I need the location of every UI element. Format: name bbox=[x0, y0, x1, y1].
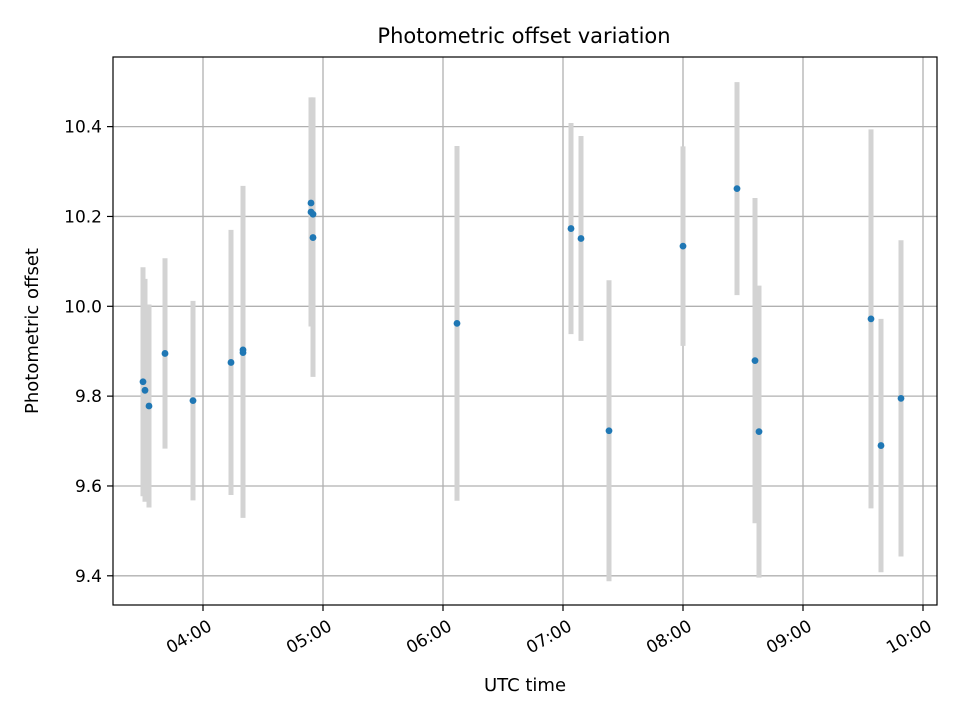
x-axis-label: UTC time bbox=[484, 675, 566, 696]
data-point bbox=[679, 242, 687, 250]
data-point bbox=[141, 386, 149, 394]
data-point bbox=[453, 319, 461, 327]
data-point bbox=[189, 397, 197, 405]
y-tick-label: 9.6 bbox=[75, 477, 102, 497]
grid bbox=[113, 57, 937, 605]
data-point bbox=[161, 350, 169, 357]
data-point bbox=[307, 199, 315, 207]
data-point bbox=[751, 357, 759, 365]
data-point bbox=[227, 359, 235, 366]
data-point bbox=[309, 210, 317, 218]
data-point bbox=[755, 428, 763, 436]
data-point bbox=[605, 427, 613, 435]
chart-title: Photometric offset variation bbox=[377, 24, 670, 48]
data-point bbox=[867, 315, 875, 323]
data-point bbox=[577, 235, 585, 242]
data-point bbox=[145, 402, 153, 410]
data-point bbox=[877, 442, 885, 449]
data-point bbox=[239, 349, 247, 356]
y-tick-label: 10.2 bbox=[64, 207, 102, 227]
data-point bbox=[897, 394, 905, 402]
data-point bbox=[567, 225, 575, 232]
data-point bbox=[309, 234, 317, 241]
y-tick-label: 10.4 bbox=[64, 118, 102, 138]
y-axis: 9.4 9.6 9.8 10.0 10.2 10.4 bbox=[64, 118, 113, 587]
data-points bbox=[139, 185, 905, 449]
plot-frame bbox=[112, 56, 938, 606]
y-axis-label: Photometric offset bbox=[22, 248, 43, 414]
y-tick-label: 10.0 bbox=[64, 297, 102, 317]
y-tick-label: 9.4 bbox=[75, 567, 102, 587]
y-tick-label: 9.8 bbox=[75, 387, 102, 407]
data-point bbox=[139, 378, 147, 386]
data-point bbox=[733, 185, 741, 193]
